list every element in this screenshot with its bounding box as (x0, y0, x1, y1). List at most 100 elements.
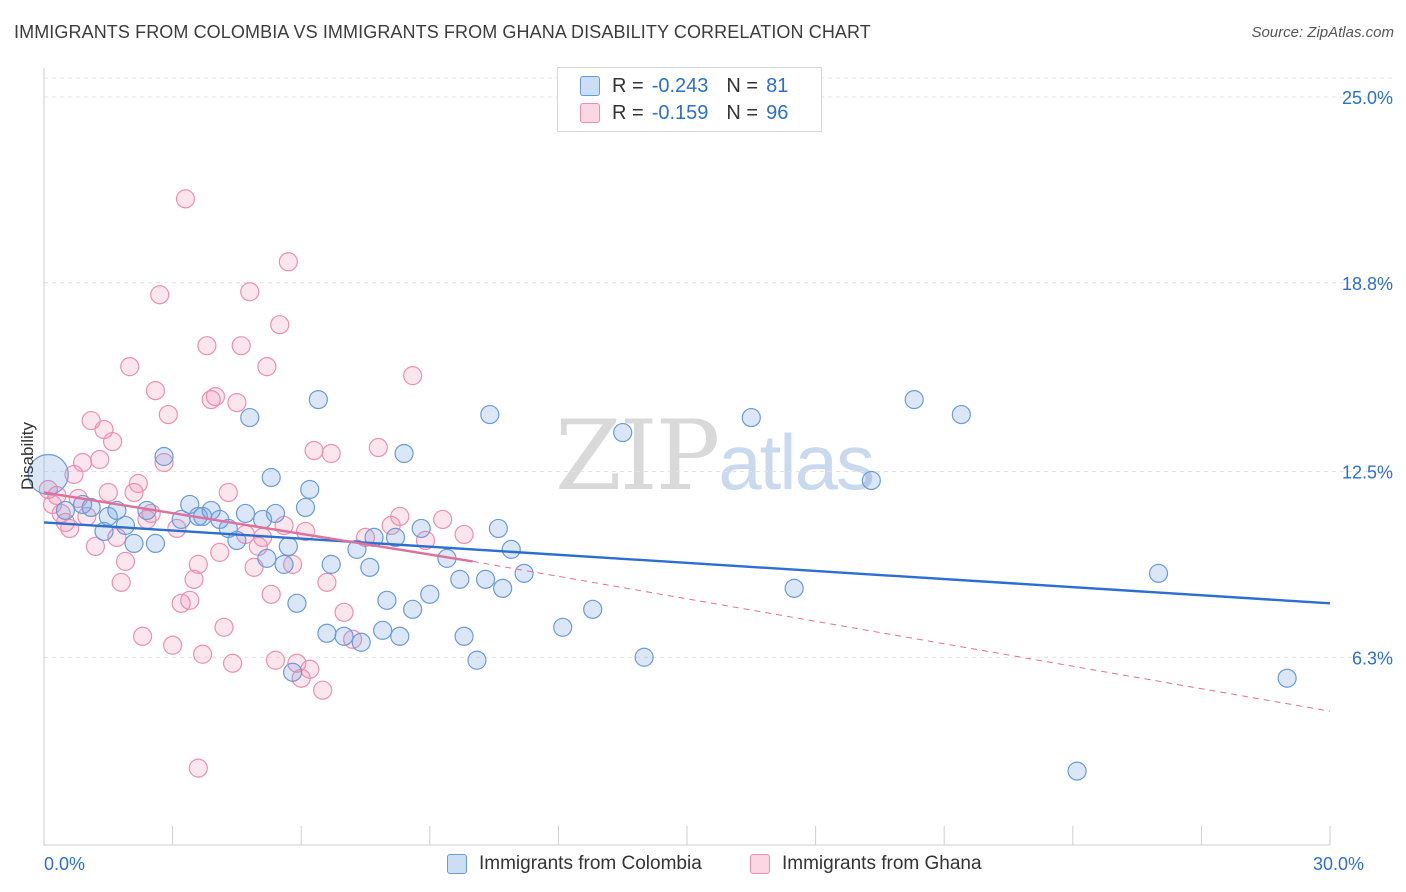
point-ghana (180, 590, 200, 610)
source-label: Source: ZipAtlas.com (1251, 24, 1394, 41)
data-points (27, 189, 1297, 781)
point-ghana (317, 572, 337, 592)
point-ghana (454, 524, 474, 545)
legend-n-value-colombia: 81 (766, 74, 789, 97)
point-colombia (235, 503, 256, 524)
point-colombia (454, 626, 474, 646)
point-ghana (278, 252, 298, 272)
point-colombia (475, 569, 496, 589)
point-ghana (223, 653, 243, 673)
point-colombia (861, 470, 881, 491)
point-colombia (583, 599, 603, 619)
point-colombia (390, 626, 410, 646)
point-ghana (60, 518, 80, 539)
legend-n-label-ghana: N = (726, 101, 759, 124)
point-colombia (784, 578, 804, 598)
point-ghana (154, 452, 174, 473)
point-colombia (295, 497, 316, 518)
point-ghana (433, 509, 453, 530)
point-colombia (27, 453, 69, 496)
point-colombia (347, 539, 367, 559)
point-ghana (313, 680, 333, 700)
point-ghana (188, 554, 208, 574)
bottom-legend-label-colombia: Immigrants from Colombia (479, 853, 702, 874)
bottom-legend-ghana: Immigrants from Ghana (750, 852, 982, 876)
point-colombia (1277, 668, 1297, 688)
point-colombia (55, 500, 76, 521)
point-ghana (90, 449, 110, 470)
point-colombia (287, 593, 307, 613)
y-tick-label: 25.0% (1342, 88, 1393, 108)
point-ghana (210, 542, 230, 562)
point-colombia (308, 389, 328, 410)
legend-row-ghana: R = -0.159 N = 96 (580, 99, 788, 127)
bottom-legend-label-ghana: Immigrants from Ghana (782, 853, 982, 874)
point-colombia (553, 617, 573, 637)
point-colombia (420, 584, 440, 604)
correlation-legend: R = -0.243 N = 81 R = -0.159 N = 96 (557, 67, 822, 132)
trend-line-ghana (43, 491, 473, 563)
x-tick-label: 0.0% (44, 854, 85, 874)
y-tick-label: 6.3% (1352, 648, 1393, 668)
bottom-legend-swatch-ghana (750, 854, 770, 874)
point-ghana (205, 387, 226, 407)
point-ghana (231, 336, 251, 356)
point-ghana (167, 518, 187, 539)
legend-r-label-ghana: R = (612, 101, 644, 124)
point-colombia (334, 626, 354, 646)
legend-r-value-ghana: -0.159 (651, 101, 709, 124)
point-ghana (115, 551, 136, 571)
point-colombia (274, 554, 294, 574)
point-ghana (265, 650, 286, 670)
point-ghana (193, 644, 213, 664)
point-colombia (317, 623, 337, 643)
point-colombia (321, 554, 341, 574)
watermark-zip: ZIP (555, 400, 720, 512)
trend-extension-ghana (472, 560, 1331, 712)
point-ghana (240, 282, 260, 302)
point-colombia (741, 407, 761, 428)
point-colombia (501, 539, 521, 559)
point-ghana (227, 392, 247, 413)
point-ghana (102, 431, 123, 452)
legend-swatch-colombia (580, 76, 600, 96)
point-colombia (467, 650, 487, 670)
point-colombia (394, 443, 414, 464)
point-ghana (98, 482, 118, 503)
point-ghana (85, 536, 106, 557)
y-tick-label: 18.8% (1342, 274, 1393, 294)
point-colombia (904, 389, 924, 410)
point-ghana (214, 617, 234, 637)
point-colombia (488, 518, 508, 539)
point-colombia (634, 647, 654, 667)
point-colombia (278, 536, 298, 557)
point-ghana (300, 659, 320, 679)
point-colombia (115, 515, 136, 536)
point-ghana (150, 285, 170, 305)
point-ghana (368, 437, 388, 458)
axes (43, 68, 1331, 846)
point-ghana (158, 404, 178, 425)
point-colombia (514, 563, 534, 583)
point-colombia (300, 479, 320, 500)
point-colombia (257, 548, 277, 568)
point-colombia (411, 518, 431, 539)
point-ghana (403, 366, 423, 386)
point-colombia (1067, 761, 1087, 781)
chart-title: IMMIGRANTS FROM COLOMBIA VS IMMIGRANTS F… (14, 22, 871, 42)
point-ghana (132, 626, 153, 646)
point-colombia (1148, 563, 1169, 583)
x-tick-label: 30.0% (1313, 854, 1364, 874)
point-ghana (184, 569, 204, 589)
watermark-atlas: atlas (718, 418, 875, 506)
point-colombia (493, 578, 513, 598)
tick-labels: 6.3% 12.5% 18.8% 25.0% 0.0% 30.0% (44, 88, 1393, 874)
legend-r-label-colombia: R = (612, 74, 644, 97)
point-colombia (124, 533, 144, 554)
bottom-legend-swatch-colombia (447, 854, 467, 874)
point-ghana (261, 584, 281, 604)
point-ghana (72, 452, 93, 473)
point-ghana (111, 572, 131, 592)
bottom-legend-colombia: Immigrants from Colombia (447, 852, 702, 876)
point-ghana (415, 530, 436, 551)
